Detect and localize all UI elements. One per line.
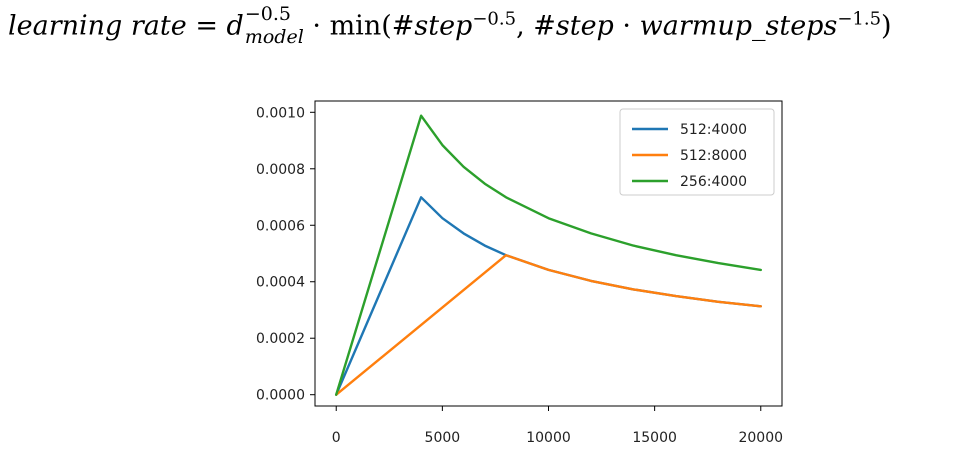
formula-d-sub: model (244, 26, 304, 48)
legend-box (619, 108, 775, 196)
formula-step-1-sup: −0.5 (472, 8, 517, 30)
formula-warmup-sup: −1.5 (837, 8, 882, 30)
y-tick-label: 0.0004 (256, 275, 305, 291)
formula-dot-2: · (622, 10, 632, 42)
formula-min-open: min( (329, 10, 392, 42)
y-tick-label: 0.0010 (256, 105, 305, 121)
y-tick-label: 0.0000 (256, 388, 305, 404)
series-line-512:8000 (335, 253, 762, 396)
legend-label: 512:8000 (680, 148, 747, 164)
legend-label: 256:4000 (680, 174, 747, 190)
formula-d-scripts: −0.5 model (244, 3, 304, 48)
y-tick-label: 0.0008 (256, 162, 305, 178)
x-tick-label: 10000 (526, 430, 571, 446)
formula-dot-1: · (312, 10, 321, 42)
formula-comma: , (516, 10, 534, 42)
formula-lhs: learning rate (8, 10, 187, 42)
formula-equals: = (195, 10, 218, 42)
formula-step-1: #step (391, 10, 473, 42)
formula: learning rate = d −0.5 model · min(#step−0… (8, 3, 948, 64)
formula-d: d (226, 10, 244, 42)
formula-close: ) (881, 10, 892, 42)
x-tick-label: 0 (332, 430, 341, 446)
x-tick-label: 20000 (738, 430, 783, 446)
formula-d-sup: −0.5 (244, 3, 291, 25)
legend-label: 512:4000 (680, 122, 747, 138)
formula-step-2: #step (533, 10, 614, 42)
series-line-512:4000 (335, 196, 762, 396)
series-line-256:4000 (335, 114, 762, 396)
y-tick-label: 0.0006 (256, 218, 305, 234)
formula-warmup: warmup_steps (639, 10, 838, 42)
y-tick-label: 0.0002 (256, 331, 305, 347)
x-tick-label: 15000 (632, 430, 677, 446)
x-tick-label: 5000 (425, 430, 461, 446)
